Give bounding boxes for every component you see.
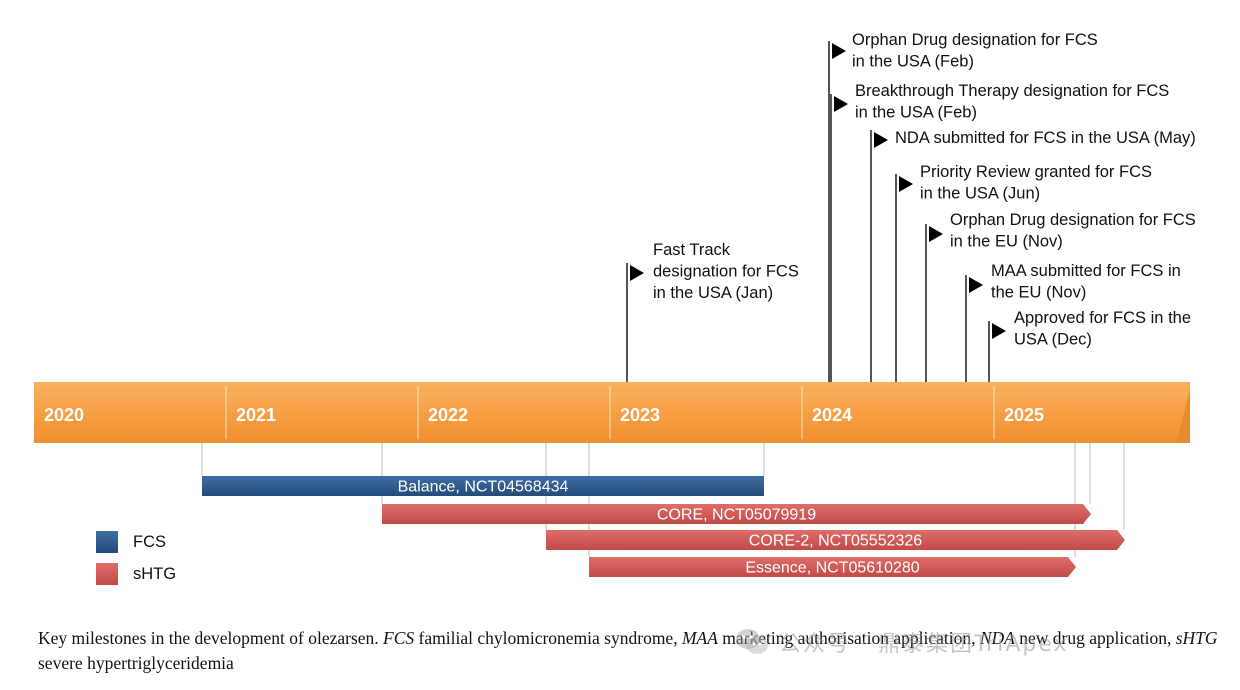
milestone-label-line: designation for FCS bbox=[653, 263, 799, 281]
milestone-label-line: in the EU (Nov) bbox=[950, 233, 1063, 251]
milestone-label: Breakthrough Therapy designation for FCS… bbox=[855, 82, 1169, 122]
trial-bar bbox=[589, 557, 1076, 577]
milestone-label-line: in the USA (Jun) bbox=[920, 185, 1040, 203]
milestone-label-line: Approved for FCS in the bbox=[1014, 309, 1191, 327]
milestone-label-line: Orphan Drug designation for FCS bbox=[950, 211, 1196, 229]
year-label: 2022 bbox=[428, 405, 468, 425]
trial-bar bbox=[546, 530, 1125, 550]
milestone-labels: Fast Track designation for FCS in the USA … bbox=[630, 31, 1196, 349]
milestone-label-line: NDA submitted for FCS in the USA (May) bbox=[895, 129, 1196, 147]
year-label: 2023 bbox=[620, 405, 660, 425]
milestone-label-line: MAA submitted for FCS in bbox=[991, 262, 1181, 280]
milestone-label-line: Fast Track bbox=[653, 241, 731, 259]
year-label: 2020 bbox=[44, 405, 84, 425]
year-label: 2025 bbox=[1004, 405, 1044, 425]
trial-label: CORE, NCT05079919 bbox=[657, 507, 816, 524]
trial-bars: Balance, NCT04568434 CORE, NCT05079919 COR… bbox=[202, 476, 1125, 577]
wechat-icon bbox=[736, 629, 768, 654]
legend: FCS sHTG bbox=[96, 531, 176, 585]
watermark: 公众号 · 鼎泰集团TriApex bbox=[735, 624, 1215, 660]
milestone-label: Orphan Drug designation for FCS in the EU… bbox=[950, 211, 1196, 251]
milestone-label-line: Breakthrough Therapy designation for FCS bbox=[855, 82, 1169, 100]
milestone-label-line: Priority Review granted for FCS bbox=[920, 163, 1152, 181]
caption-term-nda: NDA bbox=[979, 628, 1015, 648]
milestone-label-line: in the USA (Jan) bbox=[653, 284, 773, 302]
milestone-label: Fast Track designation for FCS in the USA … bbox=[653, 241, 799, 302]
trial-label: Balance, NCT04568434 bbox=[398, 479, 569, 496]
caption-term-shtg: sHTG bbox=[1175, 628, 1218, 648]
milestone-flag-icon bbox=[834, 96, 848, 112]
caption-text-4: new drug application, bbox=[1014, 628, 1176, 648]
milestone-label: Priority Review granted for FCS in the US… bbox=[920, 163, 1152, 203]
caption-text-2: familial chylomicronemia syndrome, bbox=[414, 628, 682, 648]
trial-label: Essence, NCT05610280 bbox=[745, 560, 919, 577]
timeline-bar-tip bbox=[1176, 390, 1190, 443]
legend-label: FCS bbox=[133, 533, 166, 551]
milestone-timeline-diagram: 2020 2021 2022 2023 2024 2025 Fast Track desig… bbox=[34, 31, 1196, 585]
milestone-stems bbox=[626, 41, 990, 382]
caption-term-fcs: FCS bbox=[383, 628, 415, 648]
legend-label: sHTG bbox=[133, 565, 176, 583]
caption-text-5: severe hypertriglyceridemia bbox=[38, 653, 234, 673]
milestone-label-line: Orphan Drug designation for FCS bbox=[852, 31, 1098, 49]
trial-label: CORE-2, NCT05552326 bbox=[749, 533, 923, 550]
legend-swatch bbox=[96, 531, 118, 553]
year-label: 2024 bbox=[812, 405, 852, 425]
milestone-flag-icon bbox=[832, 43, 846, 59]
milestone-flag-icon bbox=[929, 226, 943, 242]
milestone-flag-icon bbox=[630, 265, 644, 281]
milestone-label-line: USA (Dec) bbox=[1014, 331, 1092, 349]
milestone-flag-icon bbox=[992, 323, 1006, 339]
trial-bar bbox=[202, 476, 764, 496]
year-label: 2021 bbox=[236, 405, 276, 425]
milestone-label-line: the EU (Nov) bbox=[991, 284, 1086, 302]
milestone-label: MAA submitted for FCS in the EU (Nov) bbox=[991, 262, 1181, 302]
milestone-flag-icon bbox=[874, 132, 888, 148]
timeline-bar-body bbox=[34, 382, 1190, 443]
year-labels: 2020 2021 2022 2023 2024 2025 bbox=[44, 386, 1044, 439]
milestone-label-line: in the USA (Feb) bbox=[852, 53, 974, 71]
caption-text-3: marketing authorisation application, bbox=[717, 628, 980, 648]
watermark-text: 公众号 · 鼎泰集团TriApex bbox=[779, 632, 1069, 657]
trial-bar bbox=[382, 504, 1091, 524]
timeline-bar bbox=[34, 382, 1190, 443]
milestone-label: Orphan Drug designation for FCS in the US… bbox=[852, 31, 1098, 71]
milestone-flag-icon bbox=[969, 277, 983, 293]
caption-text-1: Key milestones in the development of ole… bbox=[38, 628, 384, 648]
milestone-flag-icon bbox=[899, 176, 913, 192]
figure-caption: Key milestones in the development of ole… bbox=[38, 626, 1228, 676]
milestone-label: Approved for FCS in the USA (Dec) bbox=[1014, 309, 1191, 349]
milestone-label-line: in the USA (Feb) bbox=[855, 104, 977, 122]
milestone-label: NDA submitted for FCS in the USA (May) bbox=[895, 129, 1196, 147]
caption-term-maa: MAA bbox=[681, 628, 718, 648]
legend-swatch bbox=[96, 563, 118, 585]
